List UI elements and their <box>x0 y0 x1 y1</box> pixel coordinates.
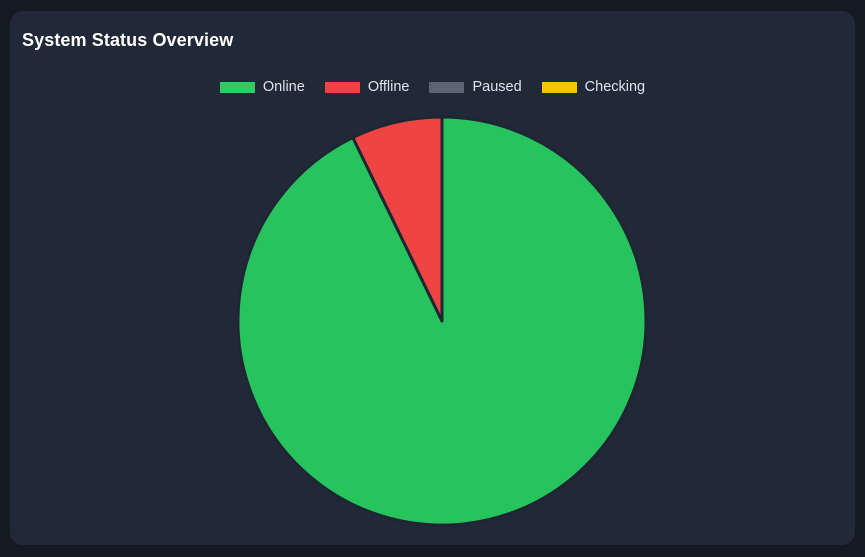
legend-swatch-paused <box>429 81 465 93</box>
system-status-card: System Status Overview Online Offline Paus… <box>10 11 855 545</box>
chart-legend: Online Offline Paused Checking <box>10 79 855 95</box>
legend-item-checking[interactable]: Checking <box>541 79 646 95</box>
legend-label: Online <box>262 79 305 95</box>
legend-label: Checking <box>584 79 646 95</box>
page-title: System Status Overview <box>22 30 234 50</box>
legend-item-offline[interactable]: Offline <box>324 79 410 95</box>
legend-swatch-offline <box>324 81 360 93</box>
legend-label: Paused <box>472 79 522 95</box>
legend-item-online[interactable]: Online <box>219 79 305 95</box>
legend-item-paused[interactable]: Paused <box>429 79 522 95</box>
legend-swatch-online <box>219 81 255 93</box>
pie-slice-offline[interactable] <box>351 115 444 323</box>
legend-swatch-checking <box>541 81 577 93</box>
pie-slice-online[interactable] <box>236 115 648 527</box>
legend-label: Offline <box>367 79 410 95</box>
